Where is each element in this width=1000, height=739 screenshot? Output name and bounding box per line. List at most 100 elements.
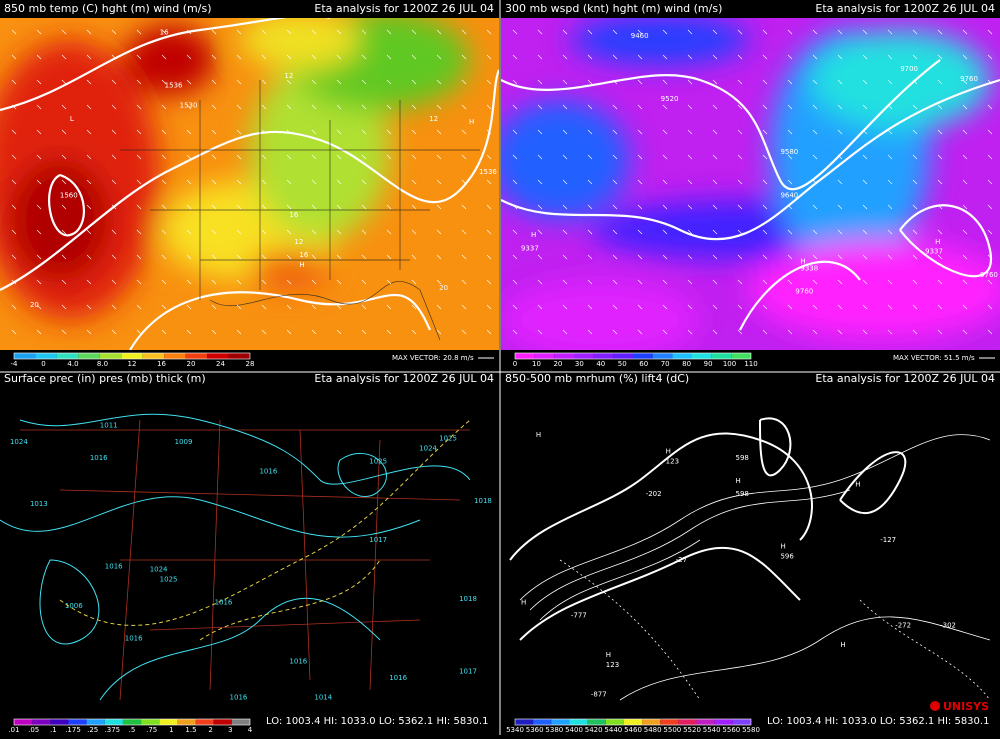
colorbar-swatch [195,719,214,725]
wind-vector [687,79,693,85]
wind-vector [787,304,793,310]
wind-vector [987,79,993,85]
wind-vector [687,204,693,210]
wind-vector [762,304,768,310]
wind-vector [787,54,793,60]
wind-vector [662,204,668,210]
colorbar-label: 4.0 [67,360,78,368]
wind-vector [436,329,442,335]
wind-vector [937,179,943,185]
wind-vector [86,229,92,235]
colorbar-label: -4 [11,360,19,368]
map-label: 9337 [925,248,943,256]
colorbar-swatch [122,719,142,725]
wind-vector [11,29,17,35]
wind-vector [887,329,893,335]
wind-vector [236,79,242,85]
wind-vector [261,229,267,235]
wind-vector [687,304,693,310]
wind-speed-field [501,18,1000,350]
wind-vector [11,254,17,260]
wind-vector [862,229,868,235]
wind-vector [637,329,643,335]
wind-vector [762,179,768,185]
wind-vector [562,54,568,60]
wind-vector [336,279,342,285]
colorbar-swatch [696,719,715,725]
wind-vector [812,179,818,185]
wind-vector [461,104,467,110]
colorbar-label: 5540 [703,726,721,734]
wind-vector [36,254,42,260]
wind-vector [236,279,242,285]
wind-vector [737,54,743,60]
wind-vector [837,104,843,110]
logo: UNISYS [943,700,989,713]
wind-vector [436,54,442,60]
wind-vector [111,229,117,235]
wind-vector [136,129,142,135]
wind-vector [236,179,242,185]
map-label: 1016 [230,694,248,702]
wind-vector [486,304,492,310]
map-label: H [855,480,860,488]
wind-vector [61,254,67,260]
wind-vector [537,254,543,260]
map-label: H [666,448,671,456]
wind-vector [11,154,17,160]
wind-vector [512,279,518,285]
wind-vector [712,29,718,35]
wind-vector [937,204,943,210]
map-label: H [299,261,304,269]
valid-time: Eta analysis for 1200Z 26 JUL 04 [815,2,995,15]
map-label: -202 [646,490,662,498]
colorbar-swatch [207,353,229,359]
map-label: -302 [940,621,956,629]
wind-vector [862,329,868,335]
wind-vector [36,54,42,60]
colorbar-swatch [231,719,250,725]
colorbar-label: 50 [618,360,627,368]
wind-vector [937,104,943,110]
wind-vector [361,229,367,235]
wind-vector [637,54,643,60]
wind-vector [86,254,92,260]
wind-vector [637,179,643,185]
colorbar-swatch [732,719,751,725]
wind-vector [311,304,317,310]
map-label: 123 [666,457,679,465]
wind-vector [587,29,593,35]
wind-vector [912,229,918,235]
colorbar-label: 5560 [722,726,740,734]
map-label: 596 [780,553,794,561]
wind-vector [862,54,868,60]
wind-vector [687,254,693,260]
wind-vector [712,54,718,60]
wind-vector [136,79,142,85]
wind-vector [211,229,217,235]
colorbar-label: 1 [169,726,173,734]
colorbar-swatch [652,353,673,359]
wind-vector [562,279,568,285]
wind-vector [36,204,42,210]
wind-vector [962,104,968,110]
map-label: 1014 [314,694,332,702]
colorbar-label: 0 [513,360,517,368]
wind-vector [236,129,242,135]
wind-vector [336,104,342,110]
wind-vector [562,29,568,35]
wind-vector [86,104,92,110]
wind-vector [211,329,217,335]
colorbar-label: 5440 [604,726,622,734]
wind-vector [361,329,367,335]
wind-vector [461,54,467,60]
wind-vector [687,154,693,160]
wind-vector [186,254,192,260]
wind-vector [61,329,67,335]
wind-vector [662,129,668,135]
colorbar-swatch [534,353,555,359]
wind-vector [261,279,267,285]
panel-title: 300 mb wspd (knt) hght (m) wind (m/s) [505,2,722,15]
wind-vector [937,254,943,260]
colorbar-label: 1.5 [185,726,196,734]
